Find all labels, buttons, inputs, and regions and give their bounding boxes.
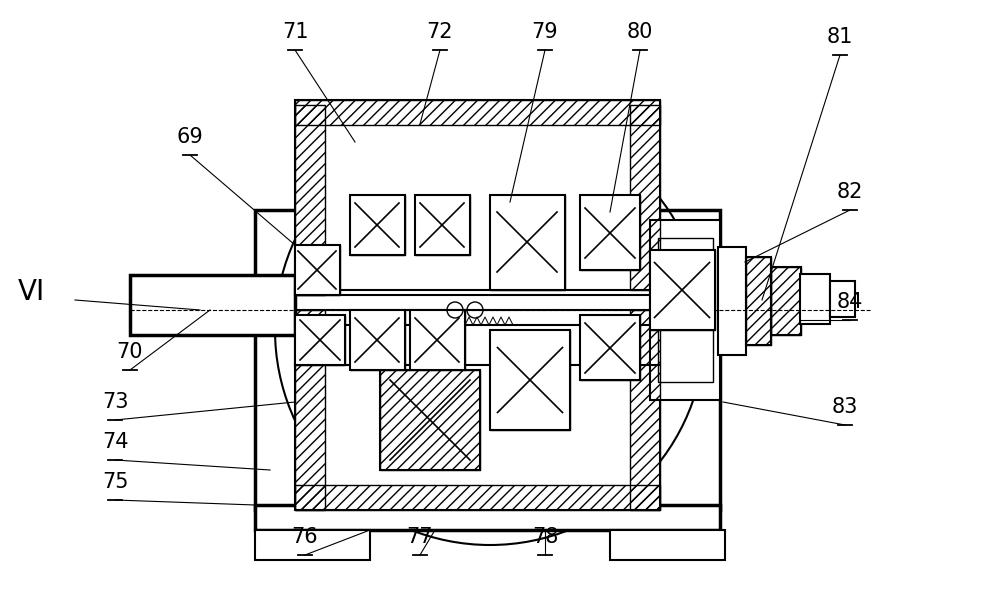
Bar <box>800 274 830 324</box>
Bar <box>350 310 405 370</box>
Bar <box>720 288 760 320</box>
Bar <box>350 195 405 255</box>
Bar <box>650 250 715 330</box>
Bar <box>580 315 640 380</box>
Text: 80: 80 <box>627 22 653 42</box>
Bar <box>650 220 720 400</box>
Bar <box>610 530 725 560</box>
Bar <box>295 485 660 510</box>
Bar <box>830 281 855 317</box>
Bar <box>295 310 660 510</box>
Bar <box>490 195 565 290</box>
Text: 77: 77 <box>407 527 433 547</box>
Bar <box>746 257 771 345</box>
Bar <box>255 505 720 530</box>
Bar <box>580 195 640 270</box>
Bar <box>580 195 640 270</box>
Bar <box>760 293 790 315</box>
Bar <box>295 100 660 290</box>
Text: VI: VI <box>18 278 45 306</box>
Bar <box>580 315 640 380</box>
Bar <box>658 238 713 382</box>
Bar <box>630 310 660 510</box>
Bar <box>415 195 470 255</box>
Bar <box>490 195 565 290</box>
Bar <box>295 245 340 295</box>
Bar <box>295 245 340 295</box>
Bar <box>415 195 470 255</box>
Bar <box>410 310 465 370</box>
Text: 70: 70 <box>117 342 143 362</box>
Bar <box>490 330 570 430</box>
Bar <box>380 370 480 470</box>
Bar <box>295 100 660 125</box>
Bar <box>630 105 660 290</box>
Bar <box>295 315 345 365</box>
Text: 81: 81 <box>827 27 853 47</box>
Bar <box>295 315 345 365</box>
Text: 76: 76 <box>292 527 318 547</box>
Text: 84: 84 <box>837 292 863 312</box>
Bar <box>650 250 715 330</box>
Bar <box>771 267 801 335</box>
Text: 83: 83 <box>832 397 858 417</box>
Bar <box>130 275 295 335</box>
Bar <box>295 105 325 295</box>
Bar <box>380 370 480 470</box>
Text: 79: 79 <box>532 22 558 42</box>
Text: 82: 82 <box>837 182 863 202</box>
Text: 78: 78 <box>532 527 558 547</box>
Bar <box>350 310 405 370</box>
Text: 72: 72 <box>427 22 453 42</box>
Text: 71: 71 <box>282 22 308 42</box>
Bar <box>490 330 570 430</box>
Bar <box>660 285 720 325</box>
Bar <box>255 530 370 560</box>
Text: 73: 73 <box>102 392 128 412</box>
Text: 69: 69 <box>177 127 203 147</box>
Text: 74: 74 <box>102 432 128 452</box>
Bar <box>746 257 771 345</box>
Bar <box>771 267 801 335</box>
Bar <box>295 310 325 510</box>
Bar <box>410 310 465 370</box>
Bar <box>718 247 746 355</box>
Text: 75: 75 <box>102 472 128 492</box>
Bar <box>350 195 405 255</box>
Bar <box>255 210 720 510</box>
